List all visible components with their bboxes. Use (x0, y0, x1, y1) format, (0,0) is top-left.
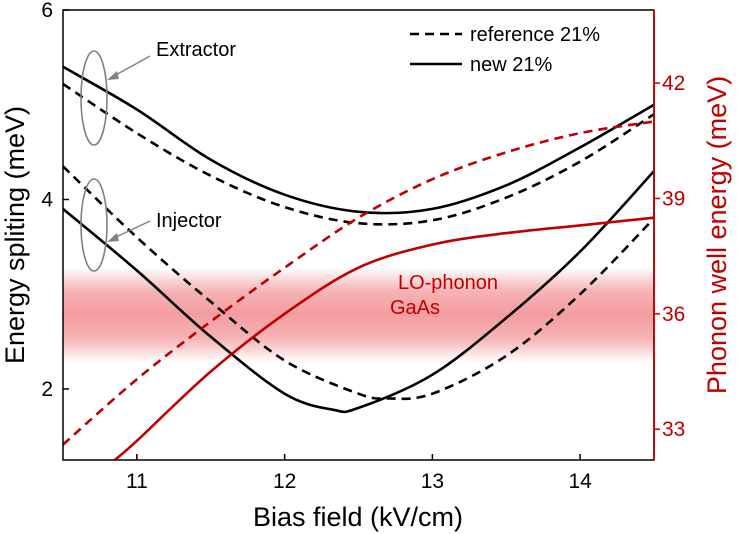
legend: reference 21% new 21% (410, 24, 600, 76)
series-line-0 (63, 65, 654, 215)
x-axis-label: Bias field (kV/cm) (253, 502, 463, 532)
legend-label-reference: reference 21% (470, 24, 600, 46)
y-right-tick-label: 42 (662, 72, 685, 95)
y-tick-label: 6 (41, 0, 53, 22)
y-right-tick-label: 36 (662, 303, 685, 326)
y-right-axis-label: Phonon well energy (meV) (702, 76, 732, 394)
y-right-tick-label: 33 (662, 418, 685, 441)
injector-arrow-head (107, 233, 119, 242)
series-line-2 (63, 170, 654, 414)
y-tick-label: 4 (41, 188, 53, 211)
injector-arrow (113, 220, 151, 239)
extractor-label: Extractor (156, 39, 236, 61)
x-tick-label: 11 (126, 470, 148, 493)
y-tick-label: 2 (41, 378, 53, 401)
lo-phonon-band (63, 267, 654, 363)
y-tick-labels: 2 4 6 (41, 0, 53, 401)
injector-label: Injector (156, 210, 222, 232)
extractor-arrow-head (107, 71, 119, 80)
x-tick-label: 13 (421, 470, 444, 493)
injector-annotation: Injector (80, 178, 222, 272)
extractor-arrow (113, 55, 151, 77)
extractor-oval (80, 50, 108, 146)
series-line-5 (113, 216, 654, 460)
series-line-4 (63, 120, 654, 446)
injector-oval (80, 178, 108, 272)
series-line-1 (63, 82, 654, 226)
lo-phonon-label: LO-phonon (398, 272, 498, 294)
series-line-3 (63, 165, 654, 401)
y-right-tick-label: 39 (662, 187, 685, 210)
y-right-tick-labels: 33 36 39 42 (662, 72, 685, 441)
x-tick-label: 14 (568, 470, 592, 493)
gaas-label: GaAs (390, 297, 440, 319)
legend-label-new: new 21% (470, 54, 552, 76)
extractor-annotation: Extractor (80, 39, 236, 146)
y-axis-label: Energy spliting (meV) (0, 106, 30, 364)
x-tick-labels: 11 12 13 14 (126, 470, 592, 493)
x-tick-label: 12 (273, 470, 296, 493)
